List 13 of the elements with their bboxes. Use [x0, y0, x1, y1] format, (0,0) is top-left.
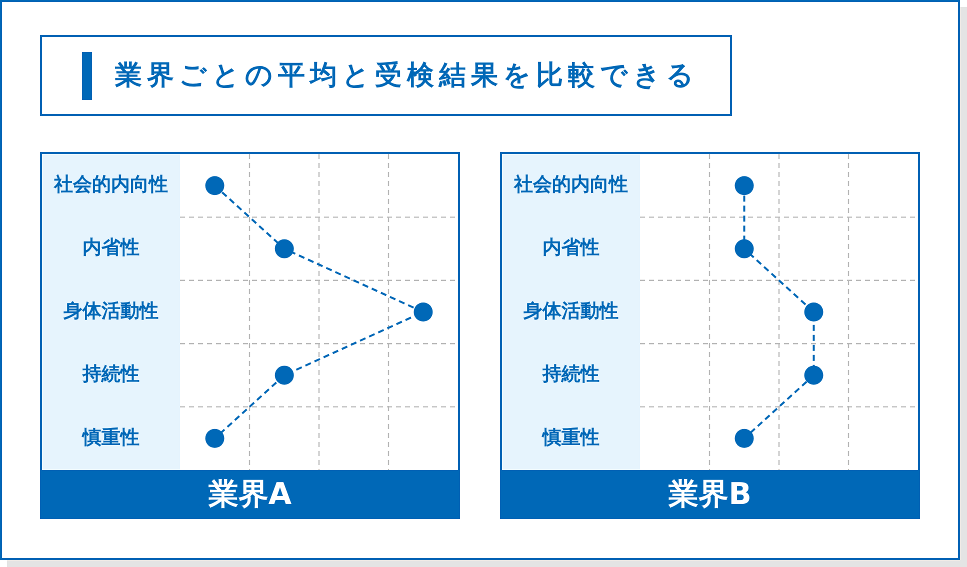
y-tick-label: 内省性	[542, 236, 600, 259]
y-tick-label: 慎重性	[542, 426, 600, 448]
text: 業界ごとの平均と受検結果を比較できる	[115, 60, 699, 91]
text: 業界A	[40, 470, 460, 519]
y-tick-label: 持続性	[542, 363, 600, 386]
y-tick-label: 持続性	[82, 363, 140, 386]
y-tick-label: 社会的内向性	[53, 174, 168, 196]
y-tick-label: 慎重性	[82, 426, 140, 448]
text: 業界B	[500, 470, 920, 519]
y-tick-label: 社会的内向性	[513, 174, 628, 196]
y-tick-label: 身体活動性	[522, 300, 618, 322]
y-tick-label: 身体活動性	[62, 300, 158, 322]
y-tick-label: 内省性	[82, 236, 140, 259]
